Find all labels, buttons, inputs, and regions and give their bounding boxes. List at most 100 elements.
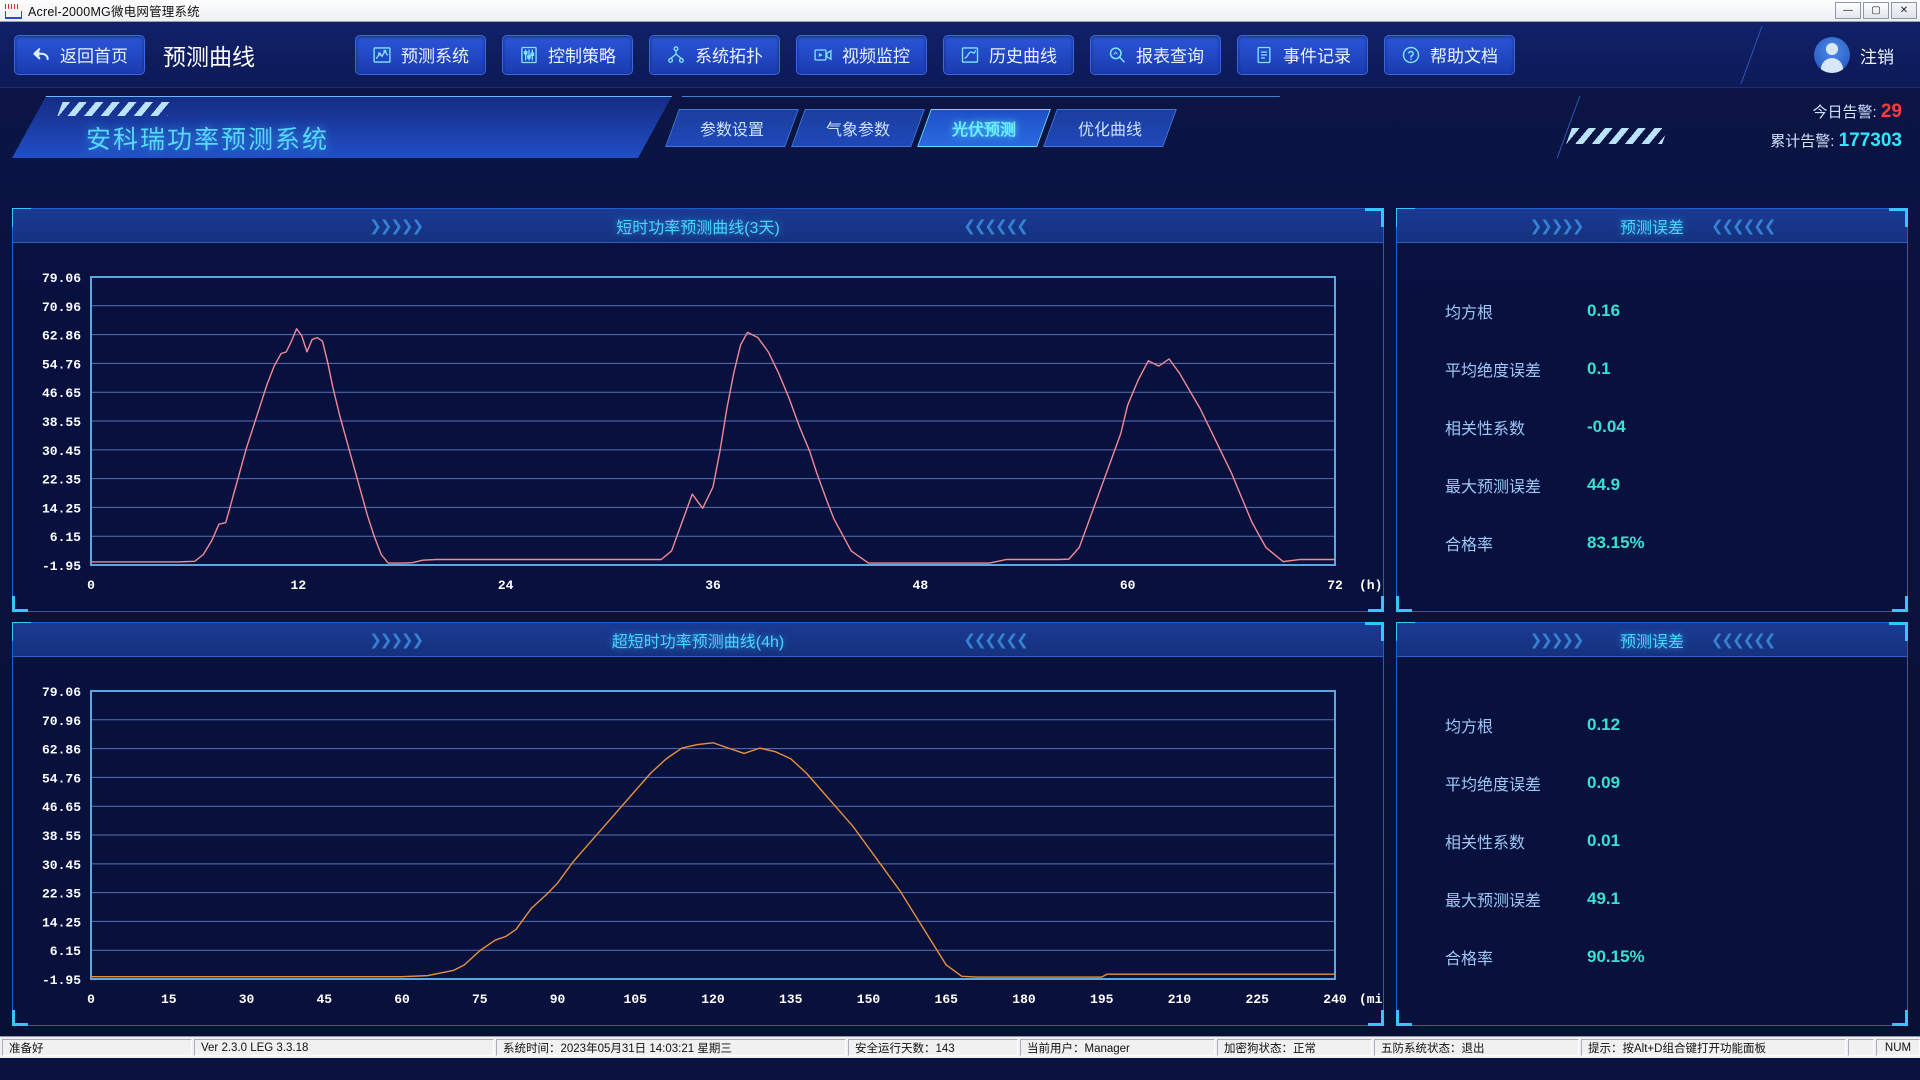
- metric-label: 平均绝度误差: [1445, 363, 1542, 380]
- tab-weather-parameters[interactable]: 气象参数: [791, 109, 925, 147]
- video-icon: [813, 45, 833, 65]
- list-item: 平均绝度误差 0.1: [1397, 340, 1907, 398]
- nav-report-query-label: 报表查询: [1136, 47, 1204, 66]
- status-wufang: 五防系统状态：退出: [1374, 1039, 1579, 1056]
- y-axis-tick-label: 79.06: [42, 685, 81, 700]
- minimize-button[interactable]: —: [1835, 2, 1861, 19]
- nav-control-strategy[interactable]: 控制策略: [502, 34, 633, 75]
- nav-video-monitor[interactable]: 视频监控: [796, 34, 927, 75]
- nav-history-curve[interactable]: 历史曲线: [943, 34, 1074, 75]
- x-axis-tick-label: 36: [705, 578, 721, 593]
- nav-system-topology[interactable]: 系统拓扑: [649, 34, 780, 75]
- status-version: Ver 2.3.0 LEG 3.3.18: [194, 1039, 494, 1056]
- nav-event-record[interactable]: 事件记录: [1237, 34, 1368, 75]
- x-axis-tick-label: 0: [87, 992, 95, 1007]
- nav-system-topology-label: 系统拓扑: [695, 47, 763, 66]
- x-axis-tick-label: 165: [935, 992, 959, 1007]
- status-num-lock: NUM: [1876, 1039, 1920, 1056]
- panel-title: 预测误差: [1619, 633, 1684, 651]
- series-line: [91, 742, 1335, 978]
- x-axis-tick-label: 150: [857, 992, 881, 1007]
- metric-label: 相关性系数: [1445, 835, 1526, 852]
- metric-label: 均方根: [1445, 719, 1494, 736]
- x-axis-tick-label: 0: [87, 578, 95, 593]
- back-to-home-button[interactable]: 返回首页: [14, 34, 145, 75]
- y-axis-tick-label: 14.25: [42, 915, 81, 930]
- logout-label[interactable]: 注销: [1860, 47, 1894, 67]
- x-axis-label: (h): [1359, 578, 1382, 593]
- app-icon: [4, 3, 22, 19]
- chart-ultra-short-term: -1.95 6.15 14.25 22.35 30.45 38.55 46.65 54.76 6…: [13, 657, 1383, 1025]
- x-axis-tick-label: 210: [1168, 992, 1192, 1007]
- x-axis-tick-label: 15: [161, 992, 177, 1007]
- nav-help-document[interactable]: 帮助文档: [1384, 34, 1515, 75]
- x-axis-tick-label: 24: [498, 578, 514, 593]
- y-axis-tick-label: 70.96: [42, 714, 81, 729]
- nav-video-monitor-label: 视频监控: [842, 47, 910, 66]
- panel-ultra-short-term-forecast: ❯❯❯❯❯ 超短时功率预测曲线(4h) ❮❮❮❮❮❮ -1.95 6.15 14.2…: [12, 622, 1384, 1026]
- nav-button-group: 预测系统 控制策略: [355, 34, 1515, 75]
- tab-parameter-settings[interactable]: 参数设置: [665, 109, 799, 147]
- application-root: 返回首页 预测曲线 预测系统: [0, 22, 1920, 1058]
- nav-forecast-system-label: 预测系统: [401, 47, 469, 66]
- metric-value: 44.9: [1587, 475, 1621, 494]
- x-axis-tick-label: 225: [1246, 992, 1270, 1007]
- tab-pv-forecast[interactable]: 光伏预测: [917, 109, 1051, 147]
- chevrons-left-icon: ❮❮❮❮❮❮: [1710, 218, 1776, 235]
- close-button[interactable]: ✕: [1891, 2, 1917, 19]
- panel-forecast-error-2: ❯❯❯❯❯ 预测误差 ❮❮❮❮❮❮ 均方根 0.12 平均绝度误差 0.09 相…: [1396, 622, 1908, 1026]
- back-to-home-label: 返回首页: [60, 47, 128, 66]
- nav-help-document-label: 帮助文档: [1430, 47, 1498, 66]
- chevrons-right-icon: ❯❯❯❯❯: [369, 218, 424, 235]
- x-axis-tick-label: 180: [1012, 992, 1036, 1007]
- sliders-icon: [519, 45, 539, 65]
- list-item: 合格率 90.15%: [1397, 928, 1907, 986]
- metric-value: 49.1: [1587, 889, 1621, 908]
- panel-header: ❯❯❯❯❯ 预测误差 ❮❮❮❮❮❮: [1397, 209, 1907, 243]
- y-axis-tick-label: 30.45: [42, 444, 81, 459]
- plot-frame: [90, 276, 1336, 566]
- y-axis-tick-label: -1.95: [42, 973, 81, 988]
- nav-event-record-label: 事件记录: [1283, 47, 1351, 66]
- nav-forecast-system[interactable]: 预测系统: [355, 34, 486, 75]
- alarm-total-label: 累计告警:: [1770, 132, 1835, 150]
- list-item: 最大预测误差 49.1: [1397, 870, 1907, 928]
- panel-header: ❯❯❯❯❯ 超短时功率预测曲线(4h) ❮❮❮❮❮❮: [13, 623, 1383, 657]
- user-area[interactable]: 注销: [1814, 22, 1894, 88]
- y-axis-tick-label: 38.55: [42, 829, 81, 844]
- chevrons-right-icon: ❯❯❯❯❯: [369, 632, 424, 649]
- alarm-summary: 今日告警: 29 累计告警: 177303: [1770, 98, 1902, 155]
- x-axis-label: (min): [1359, 992, 1383, 1007]
- panel-short-term-forecast: ❯❯❯❯❯ 短时功率预测曲线(3天) ❮❮❮❮❮❮ -1.95 6.15 14.25…: [12, 208, 1384, 612]
- banner-stripes-icon: [57, 102, 173, 116]
- tab-weather-parameters-label: 气象参数: [825, 122, 890, 139]
- back-arrow-icon: [31, 45, 51, 65]
- metric-label: 合格率: [1445, 537, 1494, 554]
- banner-right-edge: [1556, 96, 1700, 158]
- status-ready: 准备好: [2, 1039, 192, 1056]
- x-axis-tick-label: 135: [779, 992, 803, 1007]
- y-axis-tick-label: 6.15: [50, 530, 81, 545]
- panel-forecast-error-1: ❯❯❯❯❯ 预测误差 ❮❮❮❮❮❮ 均方根 0.16 平均绝度误差 0.1 相关…: [1396, 208, 1908, 612]
- window-title: Acrel-2000MG微电网管理系统: [28, 5, 200, 19]
- y-axis-tick-label: 30.45: [42, 858, 81, 873]
- alarm-total-value: 177303: [1838, 129, 1902, 151]
- nav-history-curve-label: 历史曲线: [989, 47, 1057, 66]
- metric-label: 相关性系数: [1445, 421, 1526, 438]
- panel-grid: ❯❯❯❯❯ 短时功率预测曲线(3天) ❮❮❮❮❮❮ -1.95 6.15 14.25…: [12, 208, 1908, 1026]
- panel-header: ❯❯❯❯❯ 预测误差 ❮❮❮❮❮❮: [1397, 623, 1907, 657]
- help-icon: [1401, 45, 1421, 65]
- status-spacer: [1848, 1039, 1874, 1056]
- chevrons-left-icon: ❮❮❮❮❮❮: [1710, 632, 1776, 649]
- metric-value: 0.12: [1587, 715, 1621, 734]
- tab-optimization-curve-label: 优化曲线: [1077, 122, 1142, 139]
- nav-report-query[interactable]: 报表查询: [1090, 34, 1221, 75]
- x-axis-tick-label: 45: [316, 992, 332, 1007]
- status-safe-days: 安全运行天数：143: [848, 1039, 1018, 1056]
- maximize-button[interactable]: ▢: [1863, 2, 1889, 19]
- x-axis-tick-label: 90: [550, 992, 566, 1007]
- window-titlebar: Acrel-2000MG微电网管理系统 — ▢ ✕: [0, 0, 1920, 22]
- nav-divider: [1740, 26, 1763, 84]
- tab-optimization-curve[interactable]: 优化曲线: [1043, 109, 1177, 147]
- forecast-chart-icon: [372, 45, 392, 65]
